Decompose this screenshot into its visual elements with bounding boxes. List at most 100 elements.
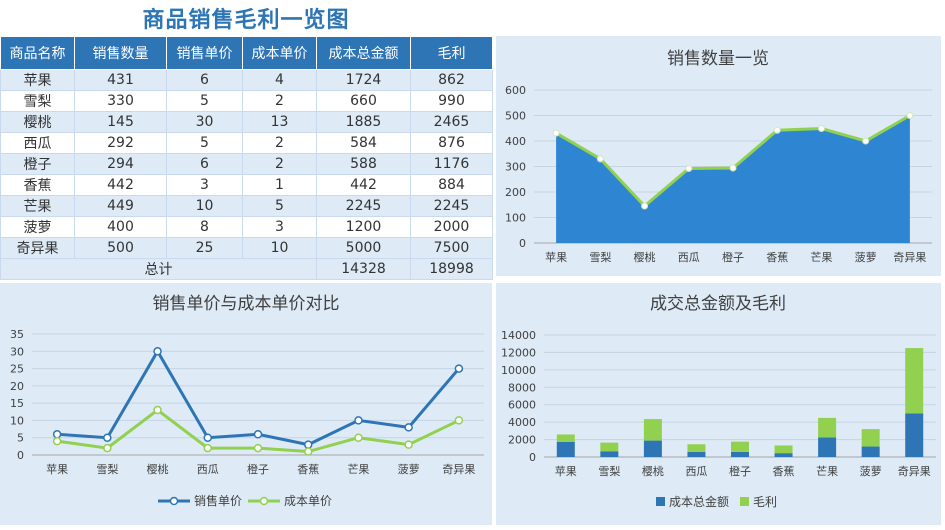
cell-cost-total: 1885: [316, 111, 411, 133]
cost-total-bar: [556, 441, 575, 457]
cost-total-legend-marker: [656, 497, 665, 506]
table-row: 芒果 449 10 5 2245 2245: [0, 195, 493, 217]
x-tick-label: 雪梨: [96, 462, 118, 476]
cost-series-legend-marker: [259, 496, 269, 506]
cell-unit-cost: 5: [242, 195, 317, 217]
cell-quantity: 431: [74, 69, 167, 91]
y-tick-label: 8000: [508, 381, 536, 394]
price-series-point: [303, 440, 313, 449]
cell-unit-cost: 4: [242, 69, 317, 91]
profit-legend-label: 毛利: [753, 495, 777, 509]
chart-title: 销售数量一览: [667, 49, 769, 69]
y-tick-label: 20: [10, 380, 24, 393]
cell-unit-cost: 10: [242, 237, 317, 259]
profit-bar: [905, 348, 924, 414]
profit-bar: [556, 434, 575, 442]
cell-quantity: 449: [74, 195, 167, 217]
table-row: 橙子 294 6 2 588 1176: [0, 153, 493, 175]
cell-cost-total: 1200: [316, 216, 411, 238]
cell-quantity: 330: [74, 90, 167, 112]
x-tick-label: 香蕉: [297, 463, 319, 476]
x-tick-label: 西瓜: [685, 465, 707, 478]
cell-quantity: 294: [74, 153, 167, 175]
quantity-point: [552, 129, 560, 137]
price-series-point: [404, 423, 413, 432]
col-header-unit-cost: 成本单价: [242, 36, 317, 70]
cost-total-bar: [687, 451, 706, 457]
x-tick-label: 菠萝: [860, 465, 882, 478]
quantity-point: [641, 202, 649, 210]
cell-unit-price: 25: [166, 237, 243, 259]
cell-unit-price: 6: [166, 69, 243, 91]
price-line-chart: 销售单价与成本单价对比 0 5 10 15 20 25 30 35 苹果 雪梨 樱桃 西瓜 橙子 香蕉 芒果 菠…: [10, 294, 484, 508]
price-series-point: [253, 430, 263, 439]
x-tick-label: 樱桃: [634, 250, 656, 264]
cell-profit: 1176: [410, 153, 493, 175]
table-total-row: 总计 14328 18998: [0, 258, 493, 280]
y-tick-label: 500: [505, 110, 526, 123]
cell-cost-total: 588: [316, 153, 411, 175]
cost-series-point: [404, 440, 413, 449]
x-tick-label: 芒果: [810, 251, 832, 264]
profit-bar: [818, 417, 837, 438]
table-row: 奇异果 500 25 10 5000 7500: [0, 237, 493, 259]
quantity-point: [906, 112, 914, 119]
cell-unit-price: 10: [166, 195, 243, 217]
cost-series-point: [354, 433, 363, 442]
cell-cost-total: 660: [316, 90, 411, 112]
cell-profit: 2465: [410, 111, 493, 133]
page-title: 商品销售毛利一览图: [142, 8, 350, 33]
x-tick-label: 芒果: [347, 463, 369, 476]
y-tick-label: 14000: [501, 329, 536, 342]
price-series-point: [454, 364, 464, 373]
total-cost-value: 14328: [316, 258, 411, 280]
x-tick-label: 橙子: [247, 462, 269, 476]
table-row: 雪梨 330 5 2 660 990: [0, 90, 493, 112]
amount-stacked-bar-chart: 成交总金额及毛利 0 2000 4000 6000 8000 10000 12000 14000…: [501, 294, 936, 509]
table-row: 香蕉 442 3 1 442 884: [0, 174, 493, 196]
cost-total-bar: [905, 413, 924, 457]
total-profit-value: 18998: [410, 258, 493, 280]
price-series-point: [103, 433, 112, 442]
cell-unit-price: 8: [166, 216, 243, 238]
cell-unit-cost: 2: [242, 132, 317, 154]
x-tick-label: 奇异果: [442, 463, 475, 476]
cell-quantity: 442: [74, 174, 167, 196]
cost-series-point: [153, 405, 162, 415]
x-tick-label: 苹果: [555, 464, 577, 478]
cost-total-bar: [818, 437, 837, 457]
price-series-point: [153, 347, 162, 356]
cost-total-legend-label: 成本总金额: [669, 494, 729, 509]
cell-cost-total: 442: [316, 174, 411, 196]
y-tick-label: 0: [529, 451, 536, 464]
x-tick-label: 芒果: [816, 465, 838, 478]
sales-table: 商品名称 销售数量 销售单价 成本单价 成本总金额 毛利 苹果 431 6 4 1724…: [0, 36, 493, 280]
y-tick-label: 300: [505, 161, 526, 174]
cell-product: 香蕉: [0, 174, 75, 196]
quantity-area: [556, 115, 910, 243]
quantity-area-chart: 销售数量一览 0 100 200 300 400 500 600 苹果 雪梨 樱桃 西瓜 橙子 香蕉 芒果 菠…: [505, 49, 932, 264]
cost-series-point: [52, 436, 62, 446]
cell-profit: 7500: [410, 237, 493, 259]
x-tick-label: 雪梨: [598, 464, 620, 478]
cell-cost-total: 1724: [316, 69, 411, 91]
cell-cost-total: 5000: [316, 237, 411, 259]
y-tick-label: 30: [10, 345, 24, 358]
y-tick-label: 600: [505, 84, 526, 97]
cost-series-point: [253, 443, 263, 453]
cell-profit: 2245: [410, 195, 493, 217]
x-tick-label: 香蕉: [766, 251, 788, 264]
y-tick-label: 25: [10, 363, 24, 376]
cell-unit-price: 5: [166, 90, 243, 112]
cell-product: 奇异果: [0, 237, 75, 259]
y-tick-label: 6000: [508, 399, 536, 412]
y-tick-label: 12000: [501, 346, 536, 359]
cost-series-point: [454, 416, 464, 425]
x-tick-label: 樱桃: [147, 462, 169, 476]
quantity-point: [596, 155, 604, 163]
profit-bar: [861, 429, 880, 447]
cell-product: 芒果: [0, 195, 75, 217]
cell-profit: 990: [410, 90, 493, 112]
y-tick-label: 15: [10, 397, 24, 410]
cell-product: 雪梨: [0, 90, 75, 112]
